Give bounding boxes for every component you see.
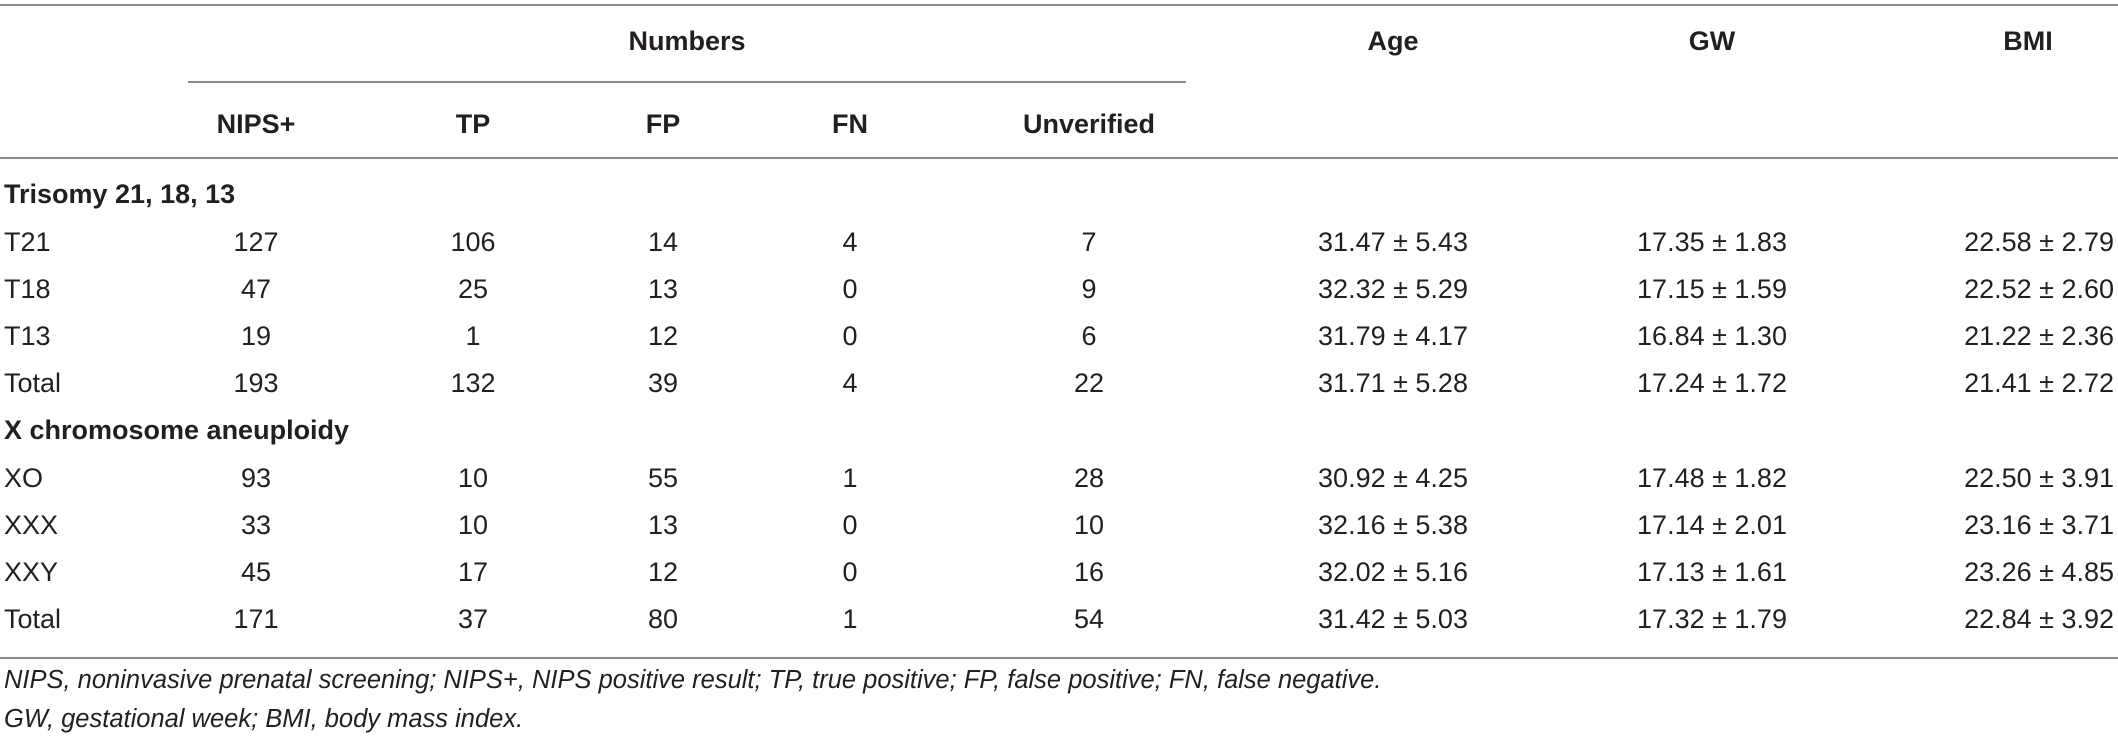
fn-value: 4 xyxy=(842,368,858,398)
header-numbers: Numbers xyxy=(628,26,746,56)
gw-value: 17.48 ± 1.82 xyxy=(1637,463,1787,493)
footnote-abbreviations: NIPS, noninvasive prenatal screening; NI… xyxy=(4,666,1382,694)
tp-value: 37 xyxy=(457,604,489,634)
fn-value: 0 xyxy=(842,510,858,540)
fp-value: 12 xyxy=(647,557,679,587)
section-title: X chromosome aneuploidy xyxy=(4,415,350,445)
fp-value: 80 xyxy=(647,604,679,634)
fp-value: 14 xyxy=(647,227,679,257)
tp-value: 17 xyxy=(457,557,489,587)
age-value: 32.32 ± 5.29 xyxy=(1318,274,1468,304)
fn-value: 4 xyxy=(842,227,858,257)
fp-value: 13 xyxy=(647,510,679,540)
header-bottom-rule xyxy=(0,157,2118,159)
nips-positive-value: 33 xyxy=(240,510,272,540)
header-gw: GW xyxy=(1688,26,1736,56)
bmi-value: 22.52 ± 2.60 xyxy=(1964,274,2114,304)
header-nips-positive: NIPS+ xyxy=(216,109,296,139)
top-rule xyxy=(0,4,2118,6)
nips-positive-value: 171 xyxy=(233,604,279,634)
section-title: Trisomy 21, 18, 13 xyxy=(4,179,236,209)
header-bmi: BMI xyxy=(2003,26,2053,56)
nips-positive-value: 193 xyxy=(233,368,279,398)
header-unverified: Unverified xyxy=(1022,109,1156,139)
row-label: XXX xyxy=(4,510,59,540)
row-label: T18 xyxy=(4,274,51,304)
nips-positive-value: 47 xyxy=(240,274,272,304)
fn-value: 0 xyxy=(842,274,858,304)
bmi-value: 23.16 ± 3.71 xyxy=(1964,510,2114,540)
unverified-value: 16 xyxy=(1073,557,1105,587)
row-label: XXY xyxy=(4,557,59,587)
header-tp: TP xyxy=(455,109,491,139)
tp-value: 1 xyxy=(465,321,481,351)
gw-value: 17.13 ± 1.61 xyxy=(1637,557,1787,587)
header-age: Age xyxy=(1367,26,1419,56)
tp-value: 106 xyxy=(450,227,496,257)
gw-value: 17.14 ± 2.01 xyxy=(1637,510,1787,540)
unverified-value: 10 xyxy=(1073,510,1105,540)
age-value: 30.92 ± 4.25 xyxy=(1318,463,1468,493)
bmi-value: 22.58 ± 2.79 xyxy=(1964,227,2114,257)
bmi-value: 23.26 ± 4.85 xyxy=(1964,557,2114,587)
header-fp: FP xyxy=(645,109,681,139)
fp-value: 13 xyxy=(647,274,679,304)
gw-value: 17.32 ± 1.79 xyxy=(1637,604,1787,634)
age-value: 32.16 ± 5.38 xyxy=(1318,510,1468,540)
row-label: T21 xyxy=(4,227,51,257)
bmi-value: 22.50 ± 3.91 xyxy=(1964,463,2114,493)
fn-value: 0 xyxy=(842,321,858,351)
gw-value: 17.24 ± 1.72 xyxy=(1637,368,1787,398)
row-label: Total xyxy=(4,604,62,634)
bmi-value: 21.41 ± 2.72 xyxy=(1964,368,2114,398)
footnote-gw-bmi: GW, gestational week; BMI, body mass ind… xyxy=(4,705,524,733)
unverified-value: 9 xyxy=(1081,274,1097,304)
gw-value: 17.35 ± 1.83 xyxy=(1637,227,1787,257)
gw-value: 17.15 ± 1.59 xyxy=(1637,274,1787,304)
fp-value: 39 xyxy=(647,368,679,398)
gw-value: 16.84 ± 1.30 xyxy=(1637,321,1787,351)
unverified-value: 6 xyxy=(1081,321,1097,351)
tp-value: 132 xyxy=(450,368,496,398)
age-value: 32.02 ± 5.16 xyxy=(1318,557,1468,587)
bottom-rule xyxy=(0,657,2118,659)
row-label: XO xyxy=(4,463,44,493)
header-fn: FN xyxy=(832,109,868,139)
unverified-value: 22 xyxy=(1073,368,1105,398)
unverified-value: 7 xyxy=(1081,227,1097,257)
age-value: 31.47 ± 5.43 xyxy=(1318,227,1468,257)
bmi-value: 21.22 ± 2.36 xyxy=(1964,321,2114,351)
unverified-value: 54 xyxy=(1073,604,1105,634)
group-rule xyxy=(188,81,1186,83)
fp-value: 12 xyxy=(647,321,679,351)
tp-value: 25 xyxy=(457,274,489,304)
bmi-value: 22.84 ± 3.92 xyxy=(1964,604,2114,634)
nips-positive-value: 45 xyxy=(240,557,272,587)
nips-positive-value: 93 xyxy=(240,463,272,493)
tp-value: 10 xyxy=(457,463,489,493)
unverified-value: 28 xyxy=(1073,463,1105,493)
age-value: 31.79 ± 4.17 xyxy=(1318,321,1468,351)
row-label: T13 xyxy=(4,321,51,351)
fn-value: 1 xyxy=(842,463,858,493)
nips-positive-value: 19 xyxy=(240,321,272,351)
age-value: 31.42 ± 5.03 xyxy=(1318,604,1468,634)
nips-positive-value: 127 xyxy=(233,227,279,257)
fp-value: 55 xyxy=(647,463,679,493)
row-label: Total xyxy=(4,368,62,398)
tp-value: 10 xyxy=(457,510,489,540)
fn-value: 0 xyxy=(842,557,858,587)
age-value: 31.71 ± 5.28 xyxy=(1318,368,1468,398)
fn-value: 1 xyxy=(842,604,858,634)
